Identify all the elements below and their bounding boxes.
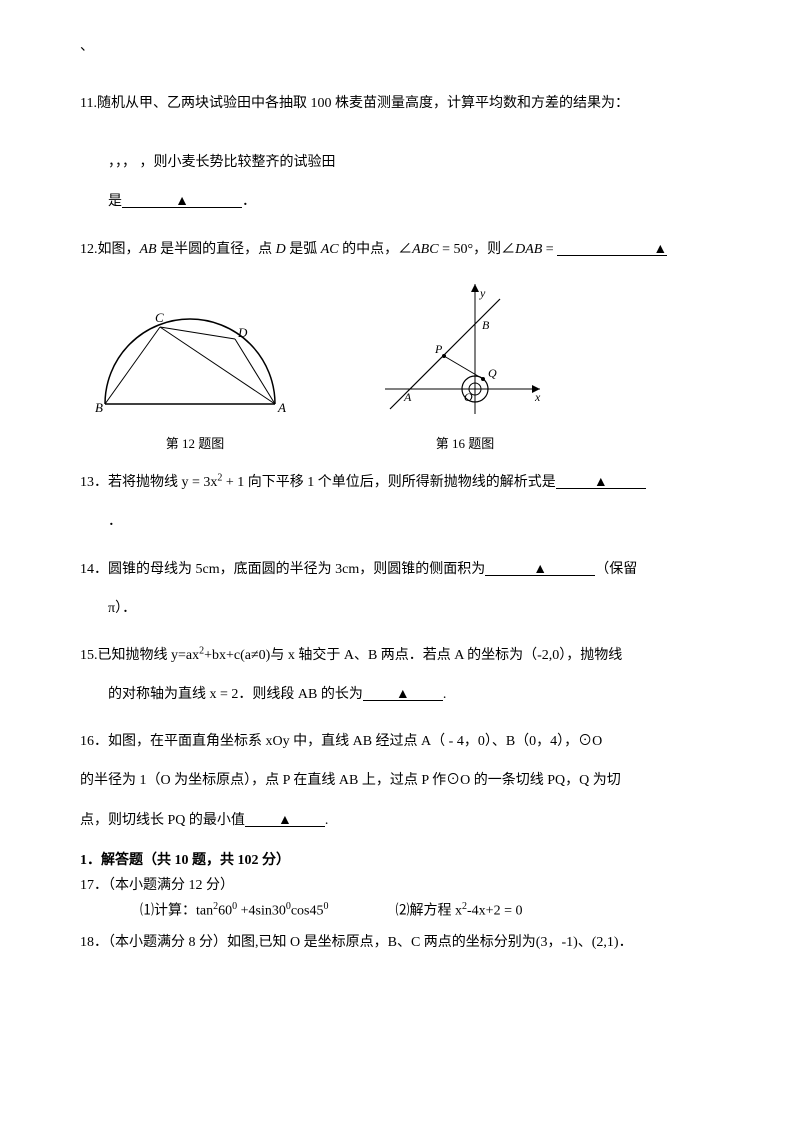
q12-t5: = 50°，则∠ (439, 242, 516, 257)
section-3-title: 1．解答题（共 10 题，共 102 分） (80, 848, 740, 873)
q16-num: 16． (80, 734, 108, 749)
q12-t4: 的中点，∠ (339, 242, 413, 257)
q15-t3: 的对称轴为直线 x = 2．则线段 AB 的长为 (108, 687, 363, 702)
fig12-svg: C D B A (90, 309, 300, 419)
q17-p1c: +4sin30 (237, 904, 286, 919)
q17-p1a: ⑴计算：tan (140, 904, 213, 919)
q11-num: 11. (80, 96, 97, 111)
question-16: 16．如图，在平面直角坐标系 xOy 中，直线 AB 经过点 A（ - 4，0）… (80, 722, 740, 840)
q12-t6: = (542, 242, 557, 257)
fig12-D: D (237, 325, 248, 340)
fig16-A: A (403, 390, 412, 404)
q11-text3: 是 (108, 194, 122, 209)
q15-t2: +bx+c(a≠0)与 x 轴交于 A、B 两点．若点 A 的坐标为（-2,0）… (204, 648, 622, 663)
q17-s0c: 0 (324, 901, 329, 912)
q11-mark: ▲ (175, 192, 189, 208)
q12-d: D (276, 242, 286, 257)
fig16-Q: Q (488, 366, 497, 380)
q13-num: 13． (80, 475, 108, 490)
question-11: 11.随机从甲、乙两块试验田中各抽取 100 株麦苗测量高度，计算平均数和方差的… (80, 84, 740, 222)
fig12-C: C (155, 310, 164, 325)
q12-abc: ABC (412, 242, 438, 257)
q15-period: . (443, 687, 447, 702)
q15-t1: 已知抛物线 y=ax (98, 648, 200, 663)
question-14: 14．圆锥的母线为 5cm，底面圆的半径为 3cm，则圆锥的侧面积为 ▲ （保留 π… (80, 550, 740, 628)
fig16-P: P (434, 342, 443, 356)
q14-t3: π）． (108, 601, 136, 616)
q12-ac: AC (321, 242, 339, 257)
fig16-B: B (482, 318, 490, 332)
q13-blank: ▲ (556, 474, 646, 489)
q12-blank: ▲ (557, 241, 667, 256)
fig16-caption: 第 16 题图 (380, 435, 550, 453)
q11-period: ． (242, 194, 256, 209)
fig16-svg: y x A B P Q O (380, 279, 550, 419)
q17-p1d: cos45 (291, 904, 324, 919)
top-dot: 、 (80, 40, 740, 54)
q12-t2: 是半圆的直径，点 (157, 242, 276, 257)
question-13: 13．若将抛物线 y = 3x2 + 1 向下平移 1 个单位后，则所得新抛物线… (80, 463, 740, 541)
q17-t1: （本小题满分 12 分） (108, 878, 234, 893)
q13-t1: 若将抛物线 y = 3x (108, 475, 217, 490)
q14-t1: 圆锥的母线为 5cm，底面圆的半径为 3cm，则圆锥的侧面积为 (108, 562, 485, 577)
q12-mark: ▲ (653, 240, 667, 256)
fig16-x: x (534, 390, 541, 404)
q17-num: 17． (80, 878, 108, 893)
q16-blank: ▲ (245, 812, 325, 827)
q11-text2: ，，， ，则小麦长势比较整齐的试验田 (108, 155, 336, 170)
fig12-caption: 第 12 题图 (90, 435, 300, 453)
q17-p2: ⑵解方程 x (396, 904, 463, 919)
q12-t3: 是弧 (286, 242, 321, 257)
q16-t1: 如图，在平面直角坐标系 xOy 中，直线 AB 经过点 A（ - 4，0）、B（… (108, 734, 602, 749)
q13-mark: ▲ (594, 473, 608, 489)
q14-mark: ▲ (533, 560, 547, 576)
fig12-B: B (95, 400, 103, 415)
q16-t2: 的半径为 1（O 为坐标原点），点 P 在直线 AB 上，过点 P 作⊙O 的一… (80, 773, 621, 788)
figures-row: C D B A 第 12 题图 y x A B P Q O 第 16 题图 (90, 279, 740, 453)
q18-num: 18． (80, 935, 108, 950)
fig16-O: O (464, 390, 473, 404)
question-12: 12.如图，AB 是半圆的直径，点 D 是弧 AC 的中点，∠ABC = 50°… (80, 230, 740, 269)
q16-t3: 点，则切线长 PQ 的最小值 (80, 813, 245, 828)
fig16-y: y (479, 286, 486, 300)
q14-blank: ▲ (485, 561, 595, 576)
q12-dab: DAB (515, 242, 542, 257)
question-17: 17．（本小题满分 12 分） (80, 873, 740, 898)
q14-num: 14． (80, 562, 108, 577)
q16-period: . (325, 813, 329, 828)
q12-ab: AB (140, 242, 157, 257)
q17-parts: ⑴计算：tan2600 +4sin300cos450 ⑵解方程 x2-4x+2 … (80, 898, 740, 924)
q15-mark: ▲ (396, 685, 410, 701)
q17-p1b: 60 (218, 904, 232, 919)
q12-num: 12. (80, 242, 98, 257)
q17-p2b: -4x+2 = 0 (467, 904, 522, 919)
question-15: 15.已知抛物线 y=ax2+bx+c(a≠0)与 x 轴交于 A、B 两点．若… (80, 636, 740, 714)
figure-12: C D B A 第 12 题图 (90, 309, 300, 453)
q15-blank: ▲ (363, 686, 443, 701)
q12-t1: 如图， (98, 242, 140, 257)
q14-t2: （保留 (595, 562, 637, 577)
q18-t1: （本小题满分 8 分）如图,已知 O 是坐标原点，B、C 两点的坐标分别为(3，… (108, 935, 633, 950)
q11-text1: 随机从甲、乙两块试验田中各抽取 100 株麦苗测量高度，计算平均数和方差的结果为… (97, 96, 629, 111)
figure-16: y x A B P Q O 第 16 题图 (380, 279, 550, 453)
q11-blank: ▲ (122, 193, 242, 208)
question-18: 18．（本小题满分 8 分）如图,已知 O 是坐标原点，B、C 两点的坐标分别为… (80, 930, 740, 955)
q15-num: 15. (80, 648, 98, 663)
q16-mark: ▲ (278, 811, 292, 827)
fig12-A: A (277, 400, 286, 415)
q13-period: ． (108, 514, 122, 529)
q13-t2: + 1 向下平移 1 个单位后，则所得新抛物线的解析式是 (222, 475, 555, 490)
